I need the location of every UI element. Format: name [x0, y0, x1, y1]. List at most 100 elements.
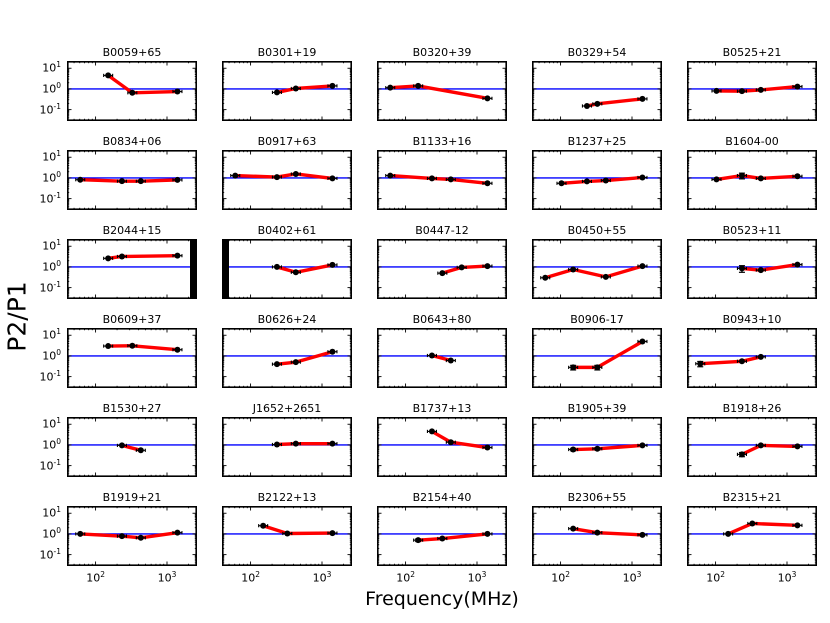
- subplot-B1918+26: B1918+26: [687, 402, 817, 478]
- plot-area: [67, 328, 197, 389]
- data-point: [639, 263, 646, 270]
- subplot-title: B2315+21: [722, 491, 782, 504]
- profile-line: [233, 172, 335, 181]
- plot-frame: [687, 150, 817, 211]
- plot-frame: [67, 150, 197, 211]
- plot-frame: [687, 328, 817, 389]
- subplot-B0329+54: B0329+54: [532, 46, 662, 122]
- subplot-B1133+16: B1133+16: [377, 135, 507, 211]
- data-point: [583, 178, 590, 185]
- thick-edge-bar: [190, 239, 197, 299]
- data-point: [594, 364, 601, 371]
- data-point: [725, 530, 732, 537]
- subplot-title: B1737+13: [412, 402, 472, 415]
- profile-line: [726, 521, 800, 536]
- profile-line: [78, 530, 180, 540]
- data-point: [639, 442, 646, 449]
- plot-area: [532, 417, 662, 478]
- profile-line: [543, 264, 645, 280]
- plot-area: [67, 239, 197, 300]
- subplot-title: J1652+2651: [252, 402, 322, 415]
- data-point: [292, 85, 299, 92]
- profile-line: [78, 178, 180, 183]
- data-point: [738, 358, 745, 365]
- subplot-B0450+55: B0450+55: [532, 224, 662, 300]
- data-point: [439, 270, 446, 277]
- plot-area: [377, 417, 507, 478]
- y-tick-label: 100: [42, 169, 61, 185]
- data-point: [713, 176, 720, 183]
- data-point: [794, 261, 801, 268]
- subplot-title: B0626+24: [257, 313, 317, 326]
- subplot-B0059+65: B0059+65 101 100 10-1: [40, 46, 197, 122]
- data-point: [415, 82, 422, 89]
- subplot-title: B1919+21: [102, 491, 162, 504]
- x-tick-label: 103: [622, 570, 642, 585]
- profile-line: [714, 84, 800, 93]
- data-point: [458, 264, 465, 271]
- subplot-title: B1905+39: [567, 402, 627, 415]
- plot-frame: [532, 239, 662, 300]
- data-point: [697, 360, 704, 367]
- subplot-B0525+21: B0525+21: [687, 46, 817, 122]
- plot-frame: [377, 417, 507, 478]
- data-point: [757, 267, 764, 274]
- data-point: [329, 348, 336, 355]
- subplot-title: B0329+54: [567, 46, 627, 59]
- data-point: [484, 180, 491, 187]
- subplot-B0943+10: B0943+10: [687, 313, 817, 389]
- profile-line: [275, 441, 335, 447]
- data-point: [738, 88, 745, 95]
- x-tick-label: 103: [777, 570, 797, 585]
- data-point: [273, 174, 280, 181]
- plot-frame: [377, 506, 507, 567]
- profile-line: [714, 173, 800, 182]
- subplot-B0320+39: B0320+39: [377, 46, 507, 122]
- subplot-title: B1918+26: [722, 402, 782, 415]
- subplot-B1604-00: B1604-00: [687, 135, 817, 211]
- data-point: [292, 269, 299, 276]
- plot-area: [222, 239, 352, 300]
- profile-line: [106, 73, 180, 95]
- x-tick-label: 102: [706, 570, 725, 585]
- subplot-title: B0906-17: [570, 313, 624, 326]
- data-point: [273, 263, 280, 270]
- plot-area: [67, 417, 197, 478]
- profile-line: [261, 524, 335, 536]
- data-point: [174, 88, 181, 95]
- data-point: [639, 338, 646, 345]
- subplot-B1237+25: B1237+25: [532, 135, 662, 211]
- data-point: [428, 352, 435, 359]
- data-point: [387, 172, 394, 179]
- subplot-title: B0943+10: [722, 313, 782, 326]
- y-tick-label: 100: [42, 258, 61, 274]
- data-point: [794, 522, 801, 529]
- subplot-B2315+21: B2315+21 102 103: [687, 491, 817, 585]
- thick-edge-bar: [222, 239, 229, 299]
- subplot-title: B1237+25: [567, 135, 627, 148]
- subplot-B1530+27: B1530+27 101 100 10-1: [40, 402, 197, 478]
- subplot-B0643+80: B0643+80: [377, 313, 507, 389]
- data-point: [273, 89, 280, 96]
- plot-frame: [377, 328, 507, 389]
- profile-line: [120, 443, 143, 452]
- data-point: [292, 440, 299, 447]
- data-point: [738, 265, 745, 272]
- profile-line: [275, 263, 335, 274]
- plot-frame: [532, 328, 662, 389]
- subplot-title: B0834+06: [102, 135, 162, 148]
- data-point: [570, 446, 577, 453]
- plot-frame: [222, 150, 352, 211]
- data-point: [284, 530, 291, 537]
- subplot-title: B0320+39: [412, 46, 472, 59]
- subplot-title: B0643+80: [412, 313, 472, 326]
- data-point: [118, 253, 125, 260]
- y-tick-label: 101: [42, 149, 61, 164]
- subplot-title: B0917+63: [257, 135, 317, 148]
- y-tick-label: 10-1: [39, 546, 61, 562]
- data-point: [137, 534, 144, 541]
- subplot-B1905+39: B1905+39: [532, 402, 662, 478]
- profile-line: [740, 443, 800, 457]
- y-tick-label: 101: [42, 60, 61, 75]
- plot-frame: [67, 328, 197, 389]
